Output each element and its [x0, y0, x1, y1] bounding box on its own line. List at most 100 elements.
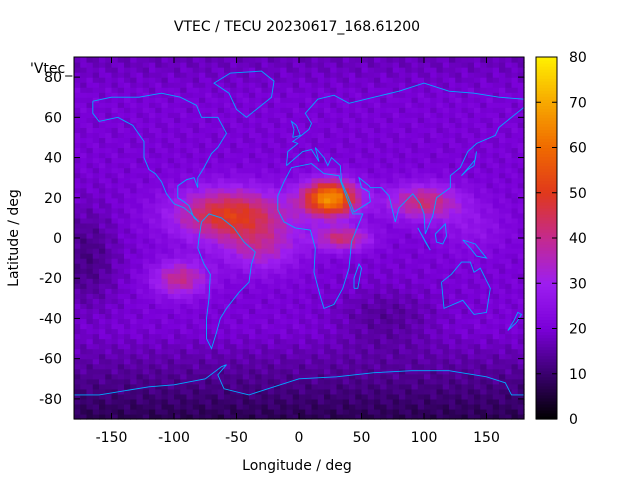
heatmap-cell	[86, 398, 94, 405]
heatmap-cell	[111, 87, 119, 93]
heatmap-cell	[492, 87, 500, 93]
heatmap-cell	[211, 112, 219, 118]
heatmap-cell	[486, 318, 494, 325]
heatmap-cell	[467, 403, 475, 410]
heatmap-cell	[305, 383, 313, 390]
heatmap-cell	[324, 192, 331, 199]
heatmap-cell	[111, 132, 119, 139]
heatmap-cell	[261, 142, 269, 149]
heatmap-cell	[467, 147, 475, 154]
heatmap-cell	[155, 92, 163, 98]
heatmap-cell	[292, 353, 300, 360]
heatmap-cell	[299, 172, 306, 179]
heatmap-cell	[492, 263, 500, 269]
heatmap-cell	[311, 207, 319, 214]
heatmap-cell	[124, 77, 131, 83]
heatmap-cell	[217, 92, 225, 98]
heatmap-cell	[180, 97, 188, 103]
heatmap-cell	[242, 182, 250, 189]
heatmap-cell	[205, 117, 213, 123]
heatmap-cell	[417, 253, 425, 259]
heatmap-cell	[342, 318, 350, 325]
heatmap-cell	[261, 157, 269, 164]
heatmap-cell	[324, 117, 331, 123]
heatmap-cell	[124, 67, 131, 73]
heatmap-cell	[417, 353, 425, 360]
heatmap-cell	[236, 92, 244, 98]
heatmap-cell	[224, 278, 231, 284]
heatmap-cell	[192, 132, 200, 139]
heatmap-cell	[442, 293, 450, 299]
heatmap-cell	[167, 398, 175, 405]
heatmap-cell	[80, 398, 88, 405]
heatmap-cell	[292, 303, 300, 309]
heatmap-cell	[249, 363, 256, 370]
heatmap-cell	[224, 328, 231, 335]
heatmap-cell	[461, 258, 469, 264]
heatmap-cell	[386, 283, 394, 289]
heatmap-cell	[230, 373, 238, 380]
heatmap-cell	[374, 248, 381, 254]
heatmap-cell	[311, 378, 319, 385]
heatmap-cell	[130, 303, 138, 309]
heatmap-cell	[517, 112, 525, 118]
heatmap-cell	[461, 177, 469, 184]
heatmap-cell	[449, 373, 456, 380]
heatmap-cell	[267, 112, 275, 118]
heatmap-cell	[430, 338, 438, 345]
heatmap-cell	[486, 243, 494, 249]
heatmap-cell	[124, 353, 131, 360]
heatmap-cell	[449, 308, 456, 315]
heatmap-cell	[255, 353, 263, 360]
heatmap-cell	[324, 97, 331, 103]
heatmap-cell	[411, 207, 419, 214]
heatmap-cell	[186, 323, 194, 330]
heatmap-cell	[205, 177, 213, 184]
heatmap-cell	[399, 288, 406, 294]
heatmap-cell	[461, 353, 469, 360]
heatmap-cell	[424, 398, 431, 405]
heatmap-cell	[417, 408, 425, 415]
heatmap-cell	[142, 82, 150, 88]
heatmap-cell	[130, 157, 138, 164]
heatmap-cell	[392, 238, 400, 244]
heatmap-cell	[99, 72, 106, 78]
heatmap-cell	[161, 132, 169, 139]
heatmap-cell	[224, 87, 231, 93]
heatmap-cell	[99, 117, 106, 123]
heatmap-cell	[305, 273, 313, 279]
heatmap-cell	[186, 222, 194, 229]
heatmap-cell	[355, 152, 363, 159]
heatmap-cell	[330, 368, 338, 375]
heatmap-cell	[149, 293, 156, 299]
heatmap-cell	[505, 238, 513, 244]
heatmap-cell	[99, 253, 106, 259]
heatmap-cell	[211, 293, 219, 299]
heatmap-cell	[424, 227, 431, 234]
heatmap-cell	[386, 97, 394, 103]
heatmap-cell	[236, 368, 244, 375]
heatmap-cell	[399, 72, 406, 78]
heatmap-cell	[342, 152, 350, 159]
heatmap-cell	[374, 222, 381, 229]
heatmap-cell	[380, 87, 388, 93]
heatmap-cell	[367, 238, 375, 244]
heatmap-cell	[236, 338, 244, 345]
heatmap-cell	[136, 112, 144, 118]
heatmap-cell	[474, 263, 481, 269]
heatmap-cell	[74, 368, 81, 375]
heatmap-cell	[167, 72, 175, 78]
heatmap-cell	[161, 117, 169, 123]
heatmap-cell	[299, 318, 306, 325]
heatmap-cell	[355, 248, 363, 254]
heatmap-cell	[105, 403, 113, 410]
heatmap-cell	[167, 403, 175, 410]
heatmap-cell	[249, 142, 256, 149]
heatmap-cell	[124, 363, 131, 370]
heatmap-cell	[80, 142, 88, 149]
heatmap-cell	[192, 147, 200, 154]
heatmap-cell	[361, 413, 369, 420]
heatmap-cell	[305, 243, 313, 249]
heatmap-cell	[236, 413, 244, 420]
heatmap-cell	[80, 117, 88, 123]
